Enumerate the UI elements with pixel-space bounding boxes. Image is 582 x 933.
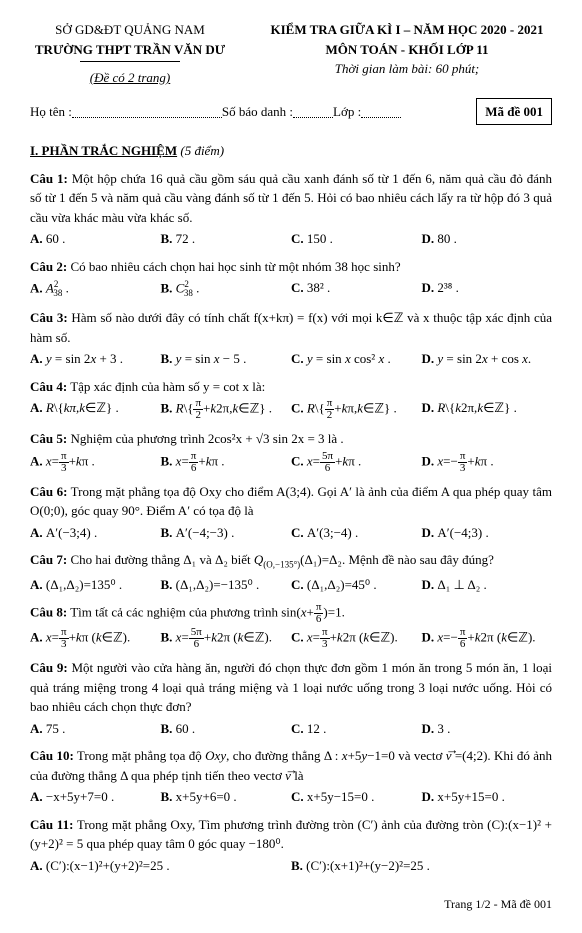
header: SỞ GD&ĐT QUẢNG NAM TRƯỜNG THPT TRẦN VĂN …: [30, 20, 552, 88]
question-7: Câu 7: Cho hai đường thẳng Δ₁ và Δ₂ biết…: [30, 550, 552, 572]
class-label: Lớp :: [333, 102, 361, 122]
question-4: Câu 4: Tập xác định của hàm số y = cot x…: [30, 377, 552, 397]
question-5: Câu 5: Nghiệm của phương trình 2cos²x + …: [30, 429, 552, 449]
question-10: Câu 10: Trong mặt phẳng tọa độ Oxy, cho …: [30, 746, 552, 785]
question-3: Câu 3: Hàm số nào dưới đây có tính chất …: [30, 308, 552, 347]
duration: Thời gian làm bài: 60 phút;: [262, 59, 552, 79]
name-label: Họ tên :: [30, 102, 72, 122]
subject: MÔN TOÁN - KHỐI LỚP 11: [262, 40, 552, 60]
question-9: Câu 9: Một người vào cửa hàng ăn, người …: [30, 658, 552, 717]
school: TRƯỜNG THPT TRẦN VĂN DƯ: [30, 40, 230, 60]
question-2: Câu 2: Có bao nhiêu cách chọn hai học si…: [30, 257, 552, 277]
page-footer: Trang 1/2 - Mã đề 001: [30, 895, 552, 913]
dept: SỞ GD&ĐT QUẢNG NAM: [30, 20, 230, 40]
sbd-field[interactable]: [293, 105, 333, 118]
divider: [80, 61, 180, 62]
question-1: Câu 1: Một hộp chứa 16 quả cầu gồm sáu q…: [30, 169, 552, 228]
exam-title: KIỂM TRA GIỮA KÌ I – NĂM HỌC 2020 - 2021: [262, 20, 552, 40]
exam-code: Mã đề 001: [476, 98, 552, 126]
pages-note: (Đề có 2 trang): [30, 68, 230, 88]
question-6: Câu 6: Trong mặt phẳng tọa độ Oxy cho đi…: [30, 482, 552, 521]
question-8: Câu 8: Tìm tất cả các nghiệm của phương …: [30, 602, 552, 625]
info-row: Họ tên : Số báo danh : Lớp : Mã đề 001: [30, 98, 552, 126]
name-field[interactable]: [72, 105, 222, 118]
question-11: Câu 11: Trong mặt phẳng Oxy, Tìm phương …: [30, 815, 552, 854]
class-field[interactable]: [361, 105, 401, 118]
section-title: I. PHẦN TRẮC NGHIỆM (5 điểm): [30, 141, 552, 161]
sbd-label: Số báo danh :: [222, 102, 293, 122]
